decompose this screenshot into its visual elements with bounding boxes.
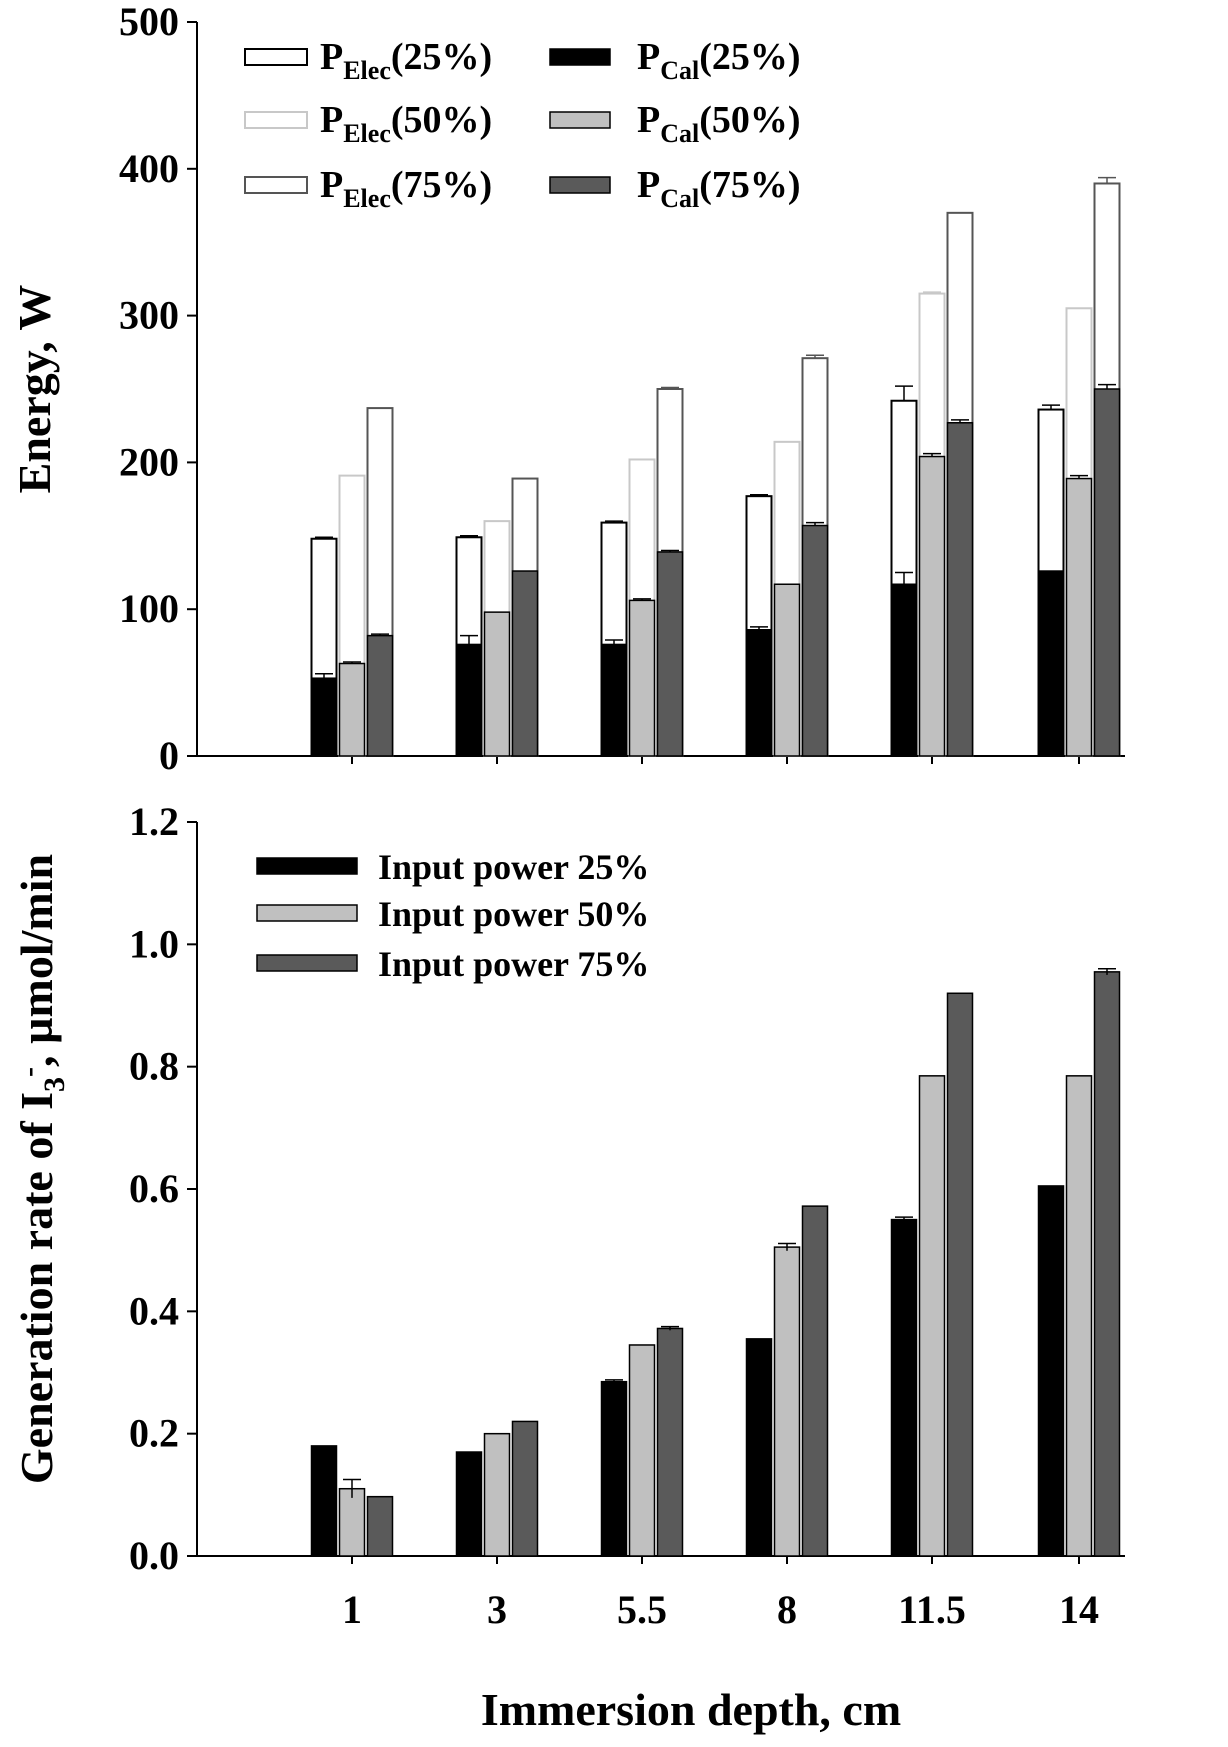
y-tick-label-energy: 0: [159, 733, 179, 778]
bar-cal: [773, 583, 801, 757]
bar-cal: [338, 662, 366, 757]
legend-label: PElec(50%): [320, 99, 492, 148]
bar-rate: [600, 1380, 628, 1557]
bar-cal: [310, 677, 338, 757]
bar-cal: [600, 643, 628, 757]
x-tick-label: 5.5: [617, 1587, 667, 1632]
bar-cal: [455, 643, 483, 757]
legend-label: Input power 25%: [378, 847, 649, 887]
bar-rate: [511, 1420, 539, 1557]
bar-rate: [628, 1344, 656, 1557]
x-tick-label: 3: [487, 1587, 507, 1632]
legend-swatch: [244, 111, 308, 129]
bar-cal: [656, 551, 684, 757]
x-axis-title: Immersion depth, cm: [481, 1684, 901, 1735]
legend-swatch: [256, 904, 358, 922]
bar-rate: [483, 1432, 511, 1557]
legend-swatch: [549, 111, 611, 129]
bar-cal: [801, 524, 829, 757]
y-tick-label-energy: 400: [119, 146, 179, 191]
bar-cal: [1065, 477, 1093, 757]
y-tick-label-energy: 200: [119, 439, 179, 484]
bar-rate: [338, 1487, 366, 1557]
generation-rate-chart: 0.0 0.2 0.4 0.6 0.8 1.0 1.2 1 3 5.5 8 11.5 14 Generat…: [11, 799, 1125, 1735]
x-tick-label: 11.5: [898, 1587, 966, 1632]
y-tick-label-rate: 1.2: [129, 799, 179, 844]
bar-rate: [366, 1495, 394, 1557]
bar-rate: [890, 1218, 918, 1557]
bar-cal: [918, 455, 946, 757]
y-tick-label-rate: 1.0: [129, 921, 179, 966]
legend-label: PCal(50%): [637, 99, 801, 148]
y-axis-title-rate: Generation rate of I3-, µmol/min: [11, 854, 71, 1484]
legend-swatch: [244, 48, 308, 66]
legend-label: PElec(75%): [320, 164, 492, 213]
bar-cal: [946, 422, 974, 757]
legend-rate: Input power 25% Input power 50% Input powe…: [256, 847, 649, 984]
legend-label: PCal(75%): [637, 164, 801, 213]
legend-label: Input power 75%: [378, 944, 649, 984]
x-tick-label: 8: [777, 1587, 797, 1632]
y-tick-label-rate: 0.4: [129, 1288, 179, 1333]
legend-label: PCal(25%): [637, 36, 801, 85]
bar-rate: [1093, 971, 1121, 1557]
y-tick-label-rate: 0.2: [129, 1411, 179, 1456]
y-tick-label-rate: 0.6: [129, 1166, 179, 1211]
bar-rate: [455, 1451, 483, 1557]
y-axis-title-energy: Energy, W: [9, 285, 60, 494]
bar-rate: [745, 1338, 773, 1557]
legend-energy: PElec(25%) PElec(50%) PElec(75%) PCal(25%) P…: [244, 36, 801, 213]
bar-cal: [745, 629, 773, 757]
legend-swatch: [549, 176, 611, 194]
bar-cal: [511, 570, 539, 757]
bar-rate: [1065, 1075, 1093, 1557]
bar-rate: [773, 1246, 801, 1557]
y-tick-label-energy: 300: [119, 293, 179, 338]
bar-rate: [1037, 1185, 1065, 1557]
legend-swatch: [256, 857, 358, 875]
x-tick-label: 1: [342, 1587, 362, 1632]
y-tick-label-rate: 0.0: [129, 1533, 179, 1578]
bar-cal: [366, 634, 394, 757]
bar-cal: [1093, 388, 1121, 757]
y-tick-label-energy: 100: [119, 586, 179, 631]
legend-label: Input power 50%: [378, 894, 649, 934]
bar-rate: [946, 992, 974, 1557]
legend-swatch: [244, 176, 308, 194]
legend-swatch: [549, 48, 611, 66]
bar-rate: [918, 1075, 946, 1557]
y-tick-label-energy: 500: [119, 0, 179, 44]
legend-swatch: [256, 954, 358, 972]
bar-rate: [656, 1327, 684, 1557]
y-tick-label-rate: 0.8: [129, 1044, 179, 1089]
bar-cal: [1037, 570, 1065, 757]
x-tick-label: 14: [1059, 1587, 1099, 1632]
bar-cal: [483, 611, 511, 757]
bar-cal: [628, 599, 656, 757]
bar-cal: [890, 583, 918, 757]
bar-rate: [801, 1205, 829, 1557]
bar-rate: [310, 1445, 338, 1557]
legend-label: PElec(25%): [320, 36, 492, 85]
